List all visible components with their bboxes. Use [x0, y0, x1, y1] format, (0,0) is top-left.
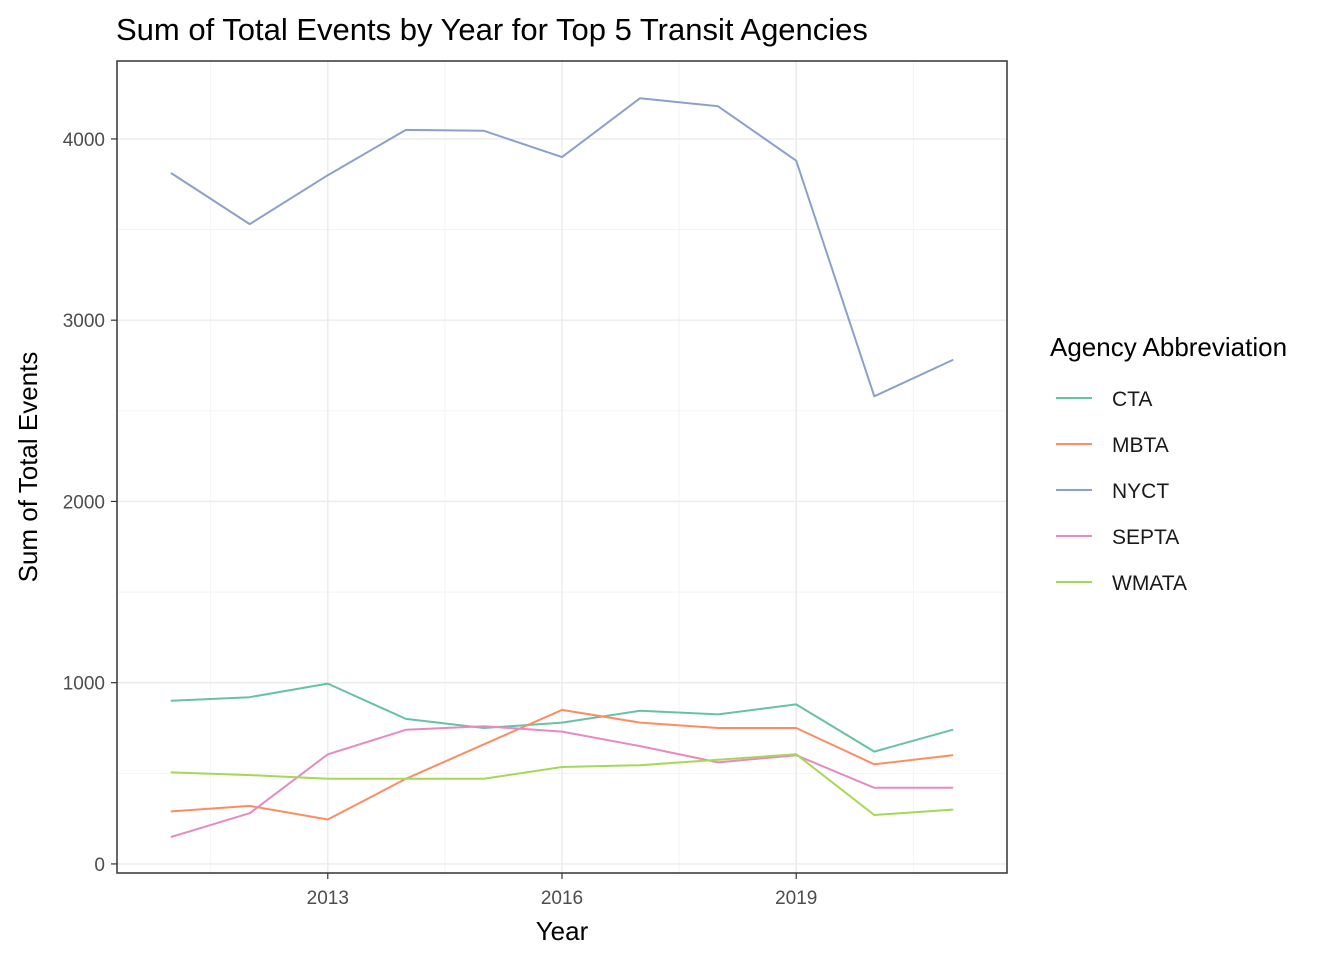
series-line-cta	[170, 682, 954, 753]
series-line-nyct	[170, 97, 954, 398]
legend-title: Agency Abbreviation	[1050, 332, 1287, 362]
legend-label: CTA	[1112, 388, 1152, 411]
x-axis-title: Year	[536, 916, 589, 946]
legend-label: SEPTA	[1112, 526, 1179, 549]
y-axis-title: Sum of Total Events	[13, 352, 43, 583]
x-tick-label: 2019	[775, 888, 817, 909]
legend: Agency Abbreviation CTA MBTA NYCT SEPTA WMAT…	[1050, 332, 1287, 595]
legend-item-wmata: WMATA	[1056, 572, 1187, 595]
y-tick-label: 1000	[63, 674, 105, 695]
x-tick-label: 2013	[307, 888, 349, 909]
legend-item-septa: SEPTA	[1056, 526, 1179, 549]
legend-label: WMATA	[1112, 572, 1187, 595]
series-line-mbta	[170, 708, 954, 821]
chart-title: Sum of Total Events by Year for Top 5 Tr…	[116, 12, 868, 47]
series-line-wmata	[170, 753, 954, 816]
legend-items: CTA MBTA NYCT SEPTA WMATA	[1056, 388, 1187, 595]
y-tick-label: 3000	[63, 311, 105, 332]
axis-ticks	[111, 138, 797, 879]
legend-item-nyct: NYCT	[1056, 480, 1169, 503]
series-lines	[170, 97, 954, 838]
grid	[117, 61, 1007, 873]
series-line-septa	[170, 725, 954, 838]
y-tick-label: 0	[94, 855, 105, 876]
y-tick-label: 4000	[63, 130, 105, 151]
y-tick-label: 2000	[63, 492, 105, 513]
legend-label: MBTA	[1112, 434, 1169, 457]
legend-label: NYCT	[1112, 480, 1169, 503]
legend-item-cta: CTA	[1056, 388, 1152, 411]
x-tick-label: 2016	[541, 888, 583, 909]
tick-labels: 2013 2016 2019 0 1000 2000 3000 4000	[63, 130, 818, 909]
legend-item-mbta: MBTA	[1056, 434, 1169, 457]
